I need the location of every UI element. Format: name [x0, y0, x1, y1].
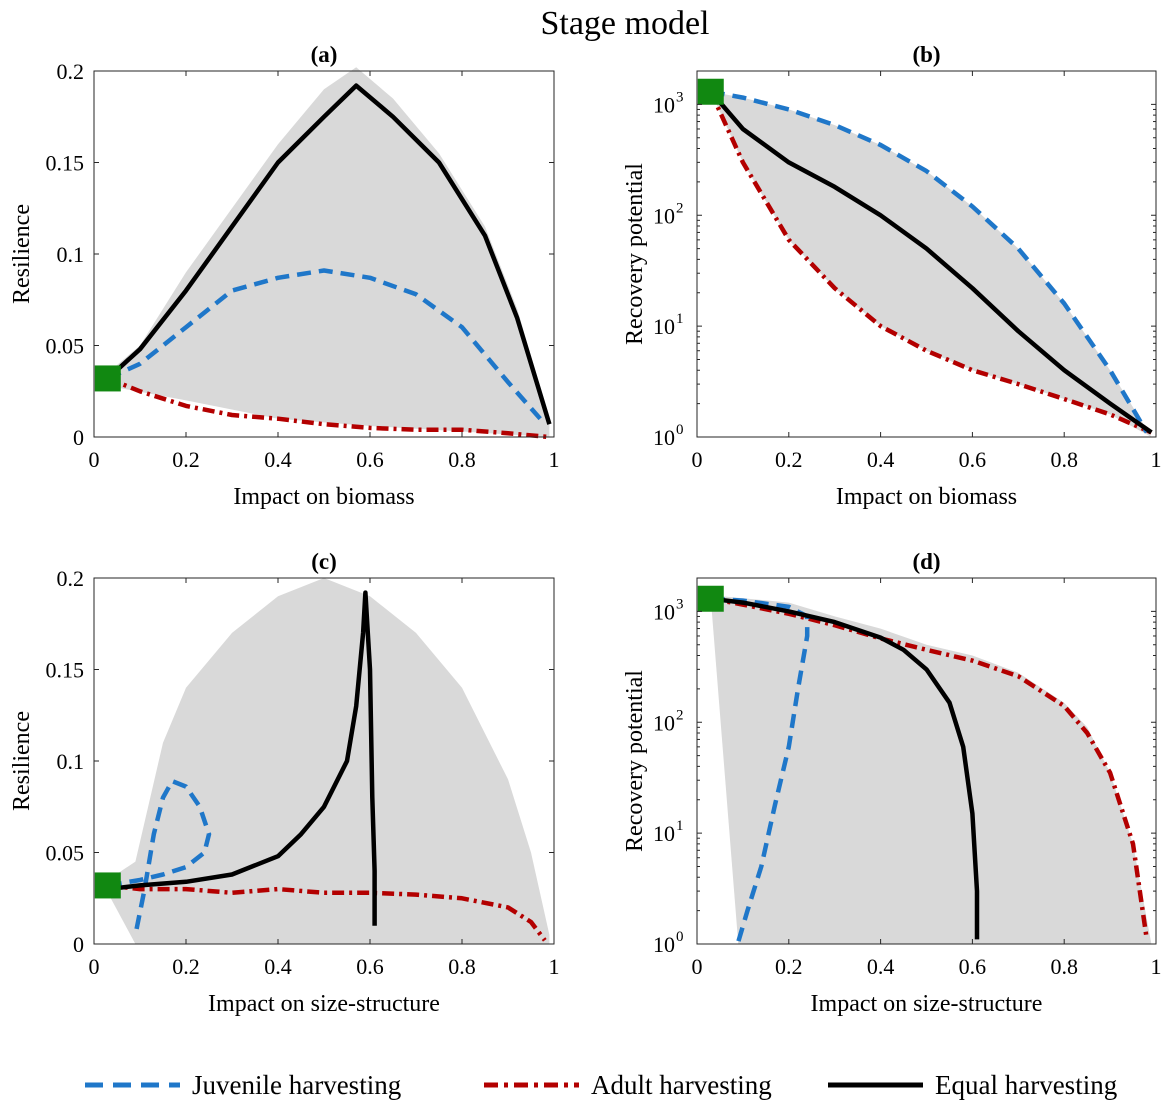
figure-title: Stage model: [540, 5, 709, 42]
series-line-equal: [710, 596, 980, 940]
x-tick-label: 0.2: [775, 447, 803, 472]
x-tick-label: 0.6: [356, 447, 384, 472]
y-tick-exponent: 3: [676, 89, 684, 105]
x-tick-label: 0.8: [448, 447, 476, 472]
y-tick-exponent: 0: [676, 422, 684, 438]
x-axis-label: Impact on biomass: [836, 484, 1017, 510]
x-tick-label: 1: [1151, 954, 1162, 979]
y-tick-exponent: 1: [676, 311, 684, 327]
y-tick-exponent: 1: [676, 818, 684, 834]
start-marker: [94, 872, 121, 899]
x-tick-label: 0.6: [356, 954, 384, 979]
x-tick-label: 0.2: [172, 954, 200, 979]
x-tick-label: 0.6: [959, 447, 987, 472]
series-line-juvenile: [710, 89, 1149, 434]
y-tick-label: 0.2: [57, 59, 85, 84]
x-axis-label: Impact on size-structure: [208, 991, 440, 1017]
panel-title: (b): [912, 42, 940, 67]
legend-label: Equal harvesting: [935, 1070, 1117, 1100]
y-tick-label: 0.1: [57, 242, 85, 267]
y-tick-label: 0: [73, 932, 84, 957]
x-tick-label: 0.8: [1050, 954, 1078, 979]
start-marker: [697, 585, 724, 612]
simulation-envelope: [710, 595, 1152, 944]
legend: Juvenile harvesting Adult harvesting Equal…: [85, 1070, 1117, 1100]
y-tick-exponent: 2: [676, 200, 684, 216]
y-tick-label: 10: [653, 932, 675, 957]
y-tick-label: 0.15: [46, 658, 85, 683]
series-line-equal: [106, 83, 552, 425]
x-tick-label: 0.8: [1050, 447, 1078, 472]
panel-0: 0 0.2 0.4 0.6 0.8 1 0 0.05 0.1 0.15 0.2 (a) Impact o…: [9, 42, 560, 510]
y-tick-label: 10: [653, 314, 675, 339]
y-axis-label: Resilience: [9, 711, 35, 811]
legend-label: Juvenile harvesting: [192, 1070, 401, 1100]
x-tick-label: 0: [692, 447, 703, 472]
series-line-adult: [708, 90, 1153, 435]
panel-2: 0 0.2 0.4 0.6 0.8 1 0 0.05 0.1 0.15 0.2 (c) Impact o…: [9, 549, 560, 1017]
x-tick-label: 0.2: [775, 954, 803, 979]
y-tick-exponent: 2: [676, 707, 684, 723]
simulation-envelope: [107, 578, 550, 944]
x-tick-label: 1: [549, 954, 560, 979]
x-tick-label: 0: [692, 954, 703, 979]
panel-title: (c): [311, 549, 337, 574]
y-tick-label: 10: [653, 425, 675, 450]
y-tick-label: 0.05: [46, 334, 85, 359]
x-tick-label: 1: [549, 447, 560, 472]
y-tick-label: 0.1: [57, 749, 85, 774]
x-tick-label: 0: [89, 447, 100, 472]
series-line-equal: [709, 90, 1153, 435]
x-tick-label: 0.4: [264, 447, 292, 472]
y-tick-label: 0.2: [57, 566, 85, 591]
series-line-juvenile: [107, 778, 212, 936]
y-tick-exponent: 3: [676, 596, 684, 612]
x-tick-label: 0.8: [448, 954, 476, 979]
x-tick-label: 0.4: [867, 447, 895, 472]
series-line-adult: [710, 596, 1150, 940]
series-line-juvenile: [106, 268, 542, 421]
start-marker: [697, 78, 724, 105]
series-line-adult: [106, 376, 550, 440]
axes-box: [696, 70, 1157, 438]
y-tick-label: 10: [653, 92, 675, 117]
y-tick-label: 0.15: [46, 151, 85, 176]
y-axis-label: Resilience: [9, 204, 35, 304]
series-line-equal: [107, 590, 377, 926]
axes-box: [696, 577, 1157, 945]
x-axis-label: Impact on biomass: [233, 484, 414, 510]
x-tick-label: 0.6: [959, 954, 987, 979]
x-axis-label: Impact on size-structure: [811, 991, 1043, 1017]
x-tick-label: 0: [89, 954, 100, 979]
panels: 0 0.2 0.4 0.6 0.8 100.050.10.150.2(a)Impact o…: [9, 42, 1162, 1017]
y-tick-label: 10: [653, 821, 675, 846]
y-tick-label: 0.05: [46, 841, 85, 866]
start-marker: [94, 365, 121, 392]
y-tick-label: 10: [653, 599, 675, 624]
x-tick-label: 0.2: [172, 447, 200, 472]
series-line-adult: [107, 883, 547, 942]
y-axis-label: Recovery potential: [622, 670, 648, 852]
x-tick-label: 1: [1151, 447, 1162, 472]
x-tick-label: 0.4: [867, 954, 895, 979]
y-tick-label: 10: [653, 710, 675, 735]
x-tick-label: 0.4: [264, 954, 292, 979]
y-tick-exponent: 0: [676, 929, 684, 945]
y-tick-label: 10: [653, 203, 675, 228]
y-tick-label: 0: [73, 425, 84, 450]
legend-label: Adult harvesting: [591, 1070, 772, 1100]
panel-title: (d): [912, 549, 940, 574]
y-axis-label: Recovery potential: [622, 163, 648, 345]
panel-title: (a): [311, 42, 338, 67]
